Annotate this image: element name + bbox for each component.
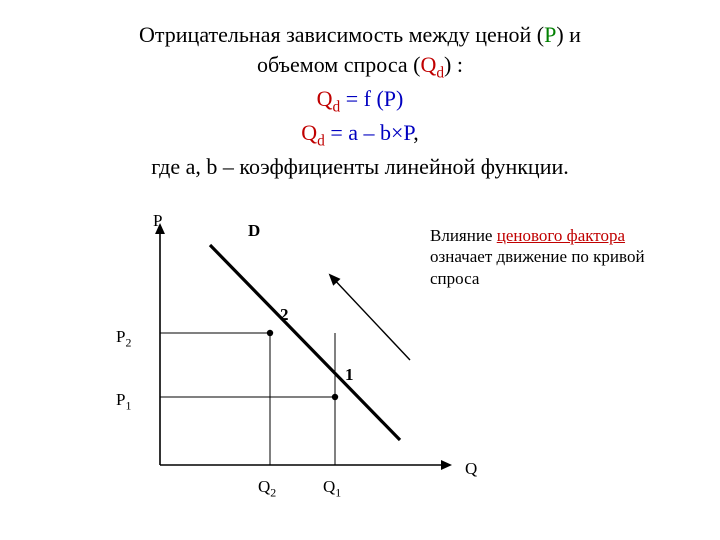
tick-Q2-main: Q [258,477,270,496]
tick-Q1-sub: 1 [335,485,341,499]
tick-P1-sub: 1 [125,398,131,412]
hdr-l2-Qsub: d [436,64,444,81]
hdr-l3-rest: = f (P) [340,86,403,111]
demand-label: D [248,221,260,241]
hdr-l2-suffix: ) : [444,52,463,77]
hdr-l2-prefix: объемом спроса ( [257,52,420,77]
hdr-l4-Q: Q [301,120,317,145]
axis-label-Q: Q [465,459,477,479]
tick-Q1-main: Q [323,477,335,496]
tick-P1: P1 [116,390,131,413]
point-label-2: 2 [280,305,289,325]
chart-svg [120,215,500,515]
hdr-l1-suffix: ) и [556,22,581,47]
tick-Q1: Q1 [323,477,341,500]
hdr-l4-comma: , [413,120,419,145]
hdr-l5: где a, b – коэффициенты линейной функции… [151,154,569,179]
demand-chart: P Q D P1 P2 Q1 Q2 1 2 [120,215,600,525]
point-label-1: 1 [345,365,354,385]
header-text: Отрицательная зависимость между ценой (P… [40,0,680,182]
tick-Q2: Q2 [258,477,276,500]
hdr-l1-P: P [544,22,556,47]
tick-Q2-sub: 2 [270,485,276,499]
tick-P2-sub: 2 [125,335,131,349]
hdr-l3-Q: Q [317,86,333,111]
hdr-l2-Q: Q [420,52,436,77]
hdr-l1-prefix: Отрицательная зависимость между ценой ( [139,22,544,47]
tick-P2: P2 [116,327,131,350]
hdr-l4-Qsub: d [317,132,325,149]
hdr-l4-rest: = a – b×P [325,120,413,145]
axis-label-P: P [153,211,162,231]
